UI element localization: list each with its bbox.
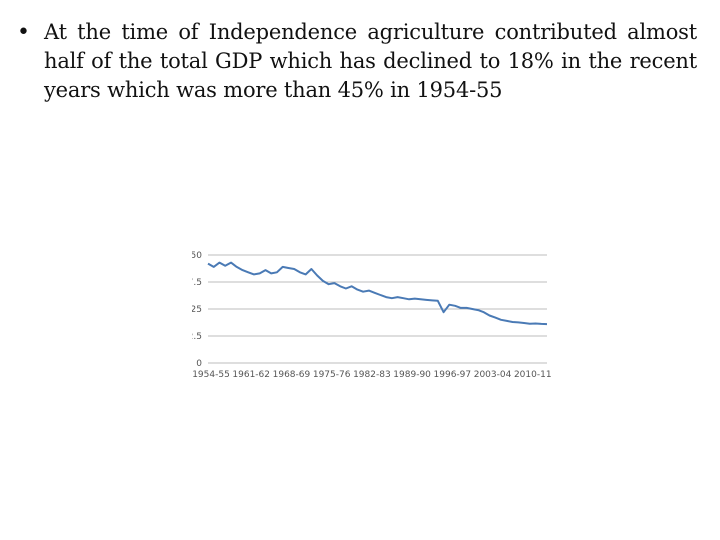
y-tick-label: 50: [192, 251, 202, 261]
series-layer: [207, 261, 548, 326]
y-tick-label: 12.5: [192, 332, 202, 342]
y-axis-ticks: 0 12.5 25 37.5 50: [192, 251, 202, 369]
x-tick-label: 1954-55: [192, 370, 230, 380]
bullet-symbol: •: [17, 20, 30, 45]
x-tick-label: 1975-76: [313, 370, 351, 380]
y-tick-label: 25: [192, 305, 202, 315]
y-tick-label: 0: [196, 359, 202, 369]
bullet-text: At the time of Independence agriculture …: [44, 20, 697, 102]
x-tick-label: 2003-04: [474, 370, 512, 380]
x-axis-ticks: 1954-55 1961-62 1968-69 1975-76 1982-83 1989-…: [192, 370, 551, 380]
x-tick-label: 1989-90: [393, 370, 431, 380]
gdp-share-line-chart: 0 12.5 25 37.5 50 1954-551961-621968-691975-…: [192, 251, 552, 380]
x-tick-label: 2010-11: [514, 370, 552, 380]
series-line: [207, 261, 548, 326]
x-tick-label: 1982-83: [353, 370, 391, 380]
x-tick-label: 1996-97: [434, 370, 472, 380]
grid-lines: [208, 254, 547, 364]
x-tick-label: 1961-62: [232, 370, 270, 380]
x-tick-label: 1968-69: [273, 370, 311, 380]
bullet-item: • At the time of Independence agricultur…: [17, 18, 697, 105]
y-tick-label: 37.5: [192, 278, 202, 288]
bullet-block: • At the time of Independence agricultur…: [17, 18, 697, 105]
